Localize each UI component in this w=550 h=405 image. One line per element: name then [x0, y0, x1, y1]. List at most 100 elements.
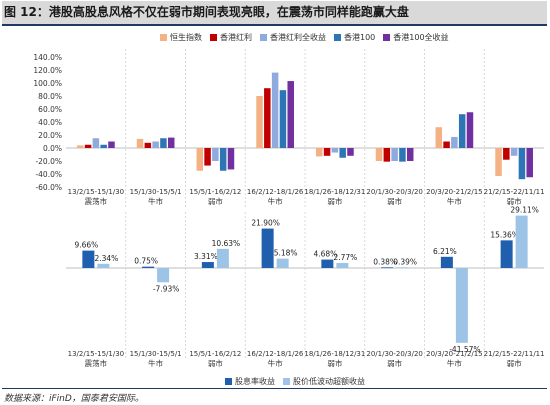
data-label: 6.21% [433, 247, 457, 256]
x-tick-sublabel: 牛市 [268, 358, 283, 368]
y-tick-label: 60.0% [38, 105, 62, 114]
bar [347, 148, 354, 156]
x-tick-label: 21/2/15-22/11/11 [484, 188, 545, 196]
bar [97, 263, 110, 268]
legend-label: 香港100 [344, 33, 376, 42]
bar [152, 141, 159, 148]
y-tick-label: 0.0% [43, 144, 62, 153]
x-tick-sublabel: 弱市 [327, 196, 342, 206]
bar [455, 268, 468, 343]
bar [316, 148, 323, 157]
data-label: 0.38% [373, 257, 397, 266]
legend-label: 香港红利 [220, 33, 252, 42]
legend-swatch [383, 34, 391, 41]
bar [458, 114, 466, 148]
legend-label: 香港红利全收益 [270, 33, 326, 42]
data-label: 2.34% [94, 254, 118, 263]
x-tick-sublabel: 牛市 [268, 196, 283, 206]
legend-label: 股价低波动超额收益 [293, 377, 365, 386]
data-label: 3.31% [194, 252, 218, 261]
x-tick-label: 20/1/30-20/3/20 [366, 350, 423, 358]
bar [440, 256, 453, 268]
data-label: 10.63% [212, 239, 241, 248]
bar [375, 148, 383, 161]
legend-label: 恒生指数 [170, 33, 202, 42]
source-note: 数据来源：iFinD，国泰君安国际。 [4, 394, 144, 404]
bar [336, 263, 349, 268]
y-tick-label: 20.0% [38, 131, 62, 140]
bar [396, 267, 409, 269]
bar [503, 148, 510, 160]
bar [216, 248, 229, 268]
legend-swatch [260, 34, 267, 41]
top-chart: 140.0% 120.0% 100.0% 80.0% 60.0% 40.0% 20.0% 0.… [33, 49, 545, 209]
top-chart-legend: 恒生指数 香港红利 香港红利全收益 香港100 香港100全收益 [160, 32, 457, 43]
x-tick-sublabel: 弱市 [507, 196, 522, 206]
bar [510, 148, 518, 156]
bar [167, 137, 175, 148]
bar [261, 228, 274, 268]
data-label: -7.93% [153, 284, 180, 293]
x-tick-sublabel: 牛市 [447, 196, 462, 206]
x-tick-label: 21/2/15-22/11/11 [484, 350, 545, 358]
x-tick-sublabel: 弱市 [507, 358, 522, 368]
bar [264, 88, 271, 148]
x-tick-label: 16/2/12-18/1/26 [247, 350, 304, 358]
bar [495, 148, 502, 176]
bar [381, 267, 394, 269]
bar [451, 136, 458, 148]
legend-item: 股息率收益 [225, 376, 275, 387]
x-tick-label: 18/1/26-18/12/31 [304, 350, 365, 358]
legend-swatch [210, 34, 217, 41]
bar [435, 127, 443, 148]
x-tick-label: 15/1/30-15/5/1 [130, 188, 182, 196]
bar [219, 148, 227, 171]
bar [100, 144, 107, 148]
x-tick-label: 20/3/20-21/2/15 [426, 350, 483, 358]
data-label: 15.36% [490, 230, 519, 239]
data-label: 4.68% [313, 250, 337, 259]
data-label: 2.77% [333, 253, 357, 262]
y-tick-label: 140.0% [33, 53, 62, 62]
bar [279, 90, 287, 148]
y-tick-label: -60.0% [35, 183, 62, 192]
bar [82, 250, 95, 268]
data-label: -41.57% [449, 345, 480, 354]
x-tick-label: 18/1/26-18/12/31 [304, 188, 365, 196]
bar [212, 148, 219, 161]
y-tick-label: -20.0% [35, 157, 62, 166]
legend-swatch [160, 34, 167, 41]
bar [108, 141, 115, 148]
bar [204, 148, 211, 166]
data-label: 0.39% [393, 257, 417, 266]
legend-swatch [225, 378, 232, 385]
bar [196, 148, 204, 171]
x-tick-label: 20/1/30-20/3/20 [366, 188, 423, 196]
bar [321, 259, 334, 268]
bar [271, 72, 279, 148]
legend-swatch [283, 378, 290, 385]
bar [406, 148, 414, 161]
bar [526, 148, 533, 178]
x-tick-sublabel: 弱市 [327, 358, 342, 368]
data-label: 5.18% [274, 249, 298, 258]
figure-title: 图 12：港股高股息风格不仅在弱市期间表现亮眼，在震荡市同样能跑赢大盘 [4, 5, 409, 19]
bar [399, 148, 406, 162]
bar [443, 141, 450, 148]
x-tick-label: 15/5/1-16/2/12 [189, 350, 241, 358]
x-tick-label: 13/2/15-15/1/30 [68, 188, 125, 196]
bar [227, 148, 235, 170]
bar [391, 148, 398, 161]
legend-swatch [334, 34, 341, 41]
y-tick-label: 80.0% [38, 92, 62, 101]
bar [77, 145, 84, 148]
legend-item: 股价低波动超额收益 [283, 376, 365, 387]
legend-item: 恒生指数 [160, 32, 202, 43]
bar [500, 240, 513, 268]
legend-item: 香港红利 [210, 32, 252, 43]
bar [331, 148, 339, 153]
y-tick-label: -40.0% [35, 170, 62, 179]
x-tick-sublabel: 弱市 [208, 196, 223, 206]
legend-item: 香港红利全收益 [260, 32, 326, 43]
